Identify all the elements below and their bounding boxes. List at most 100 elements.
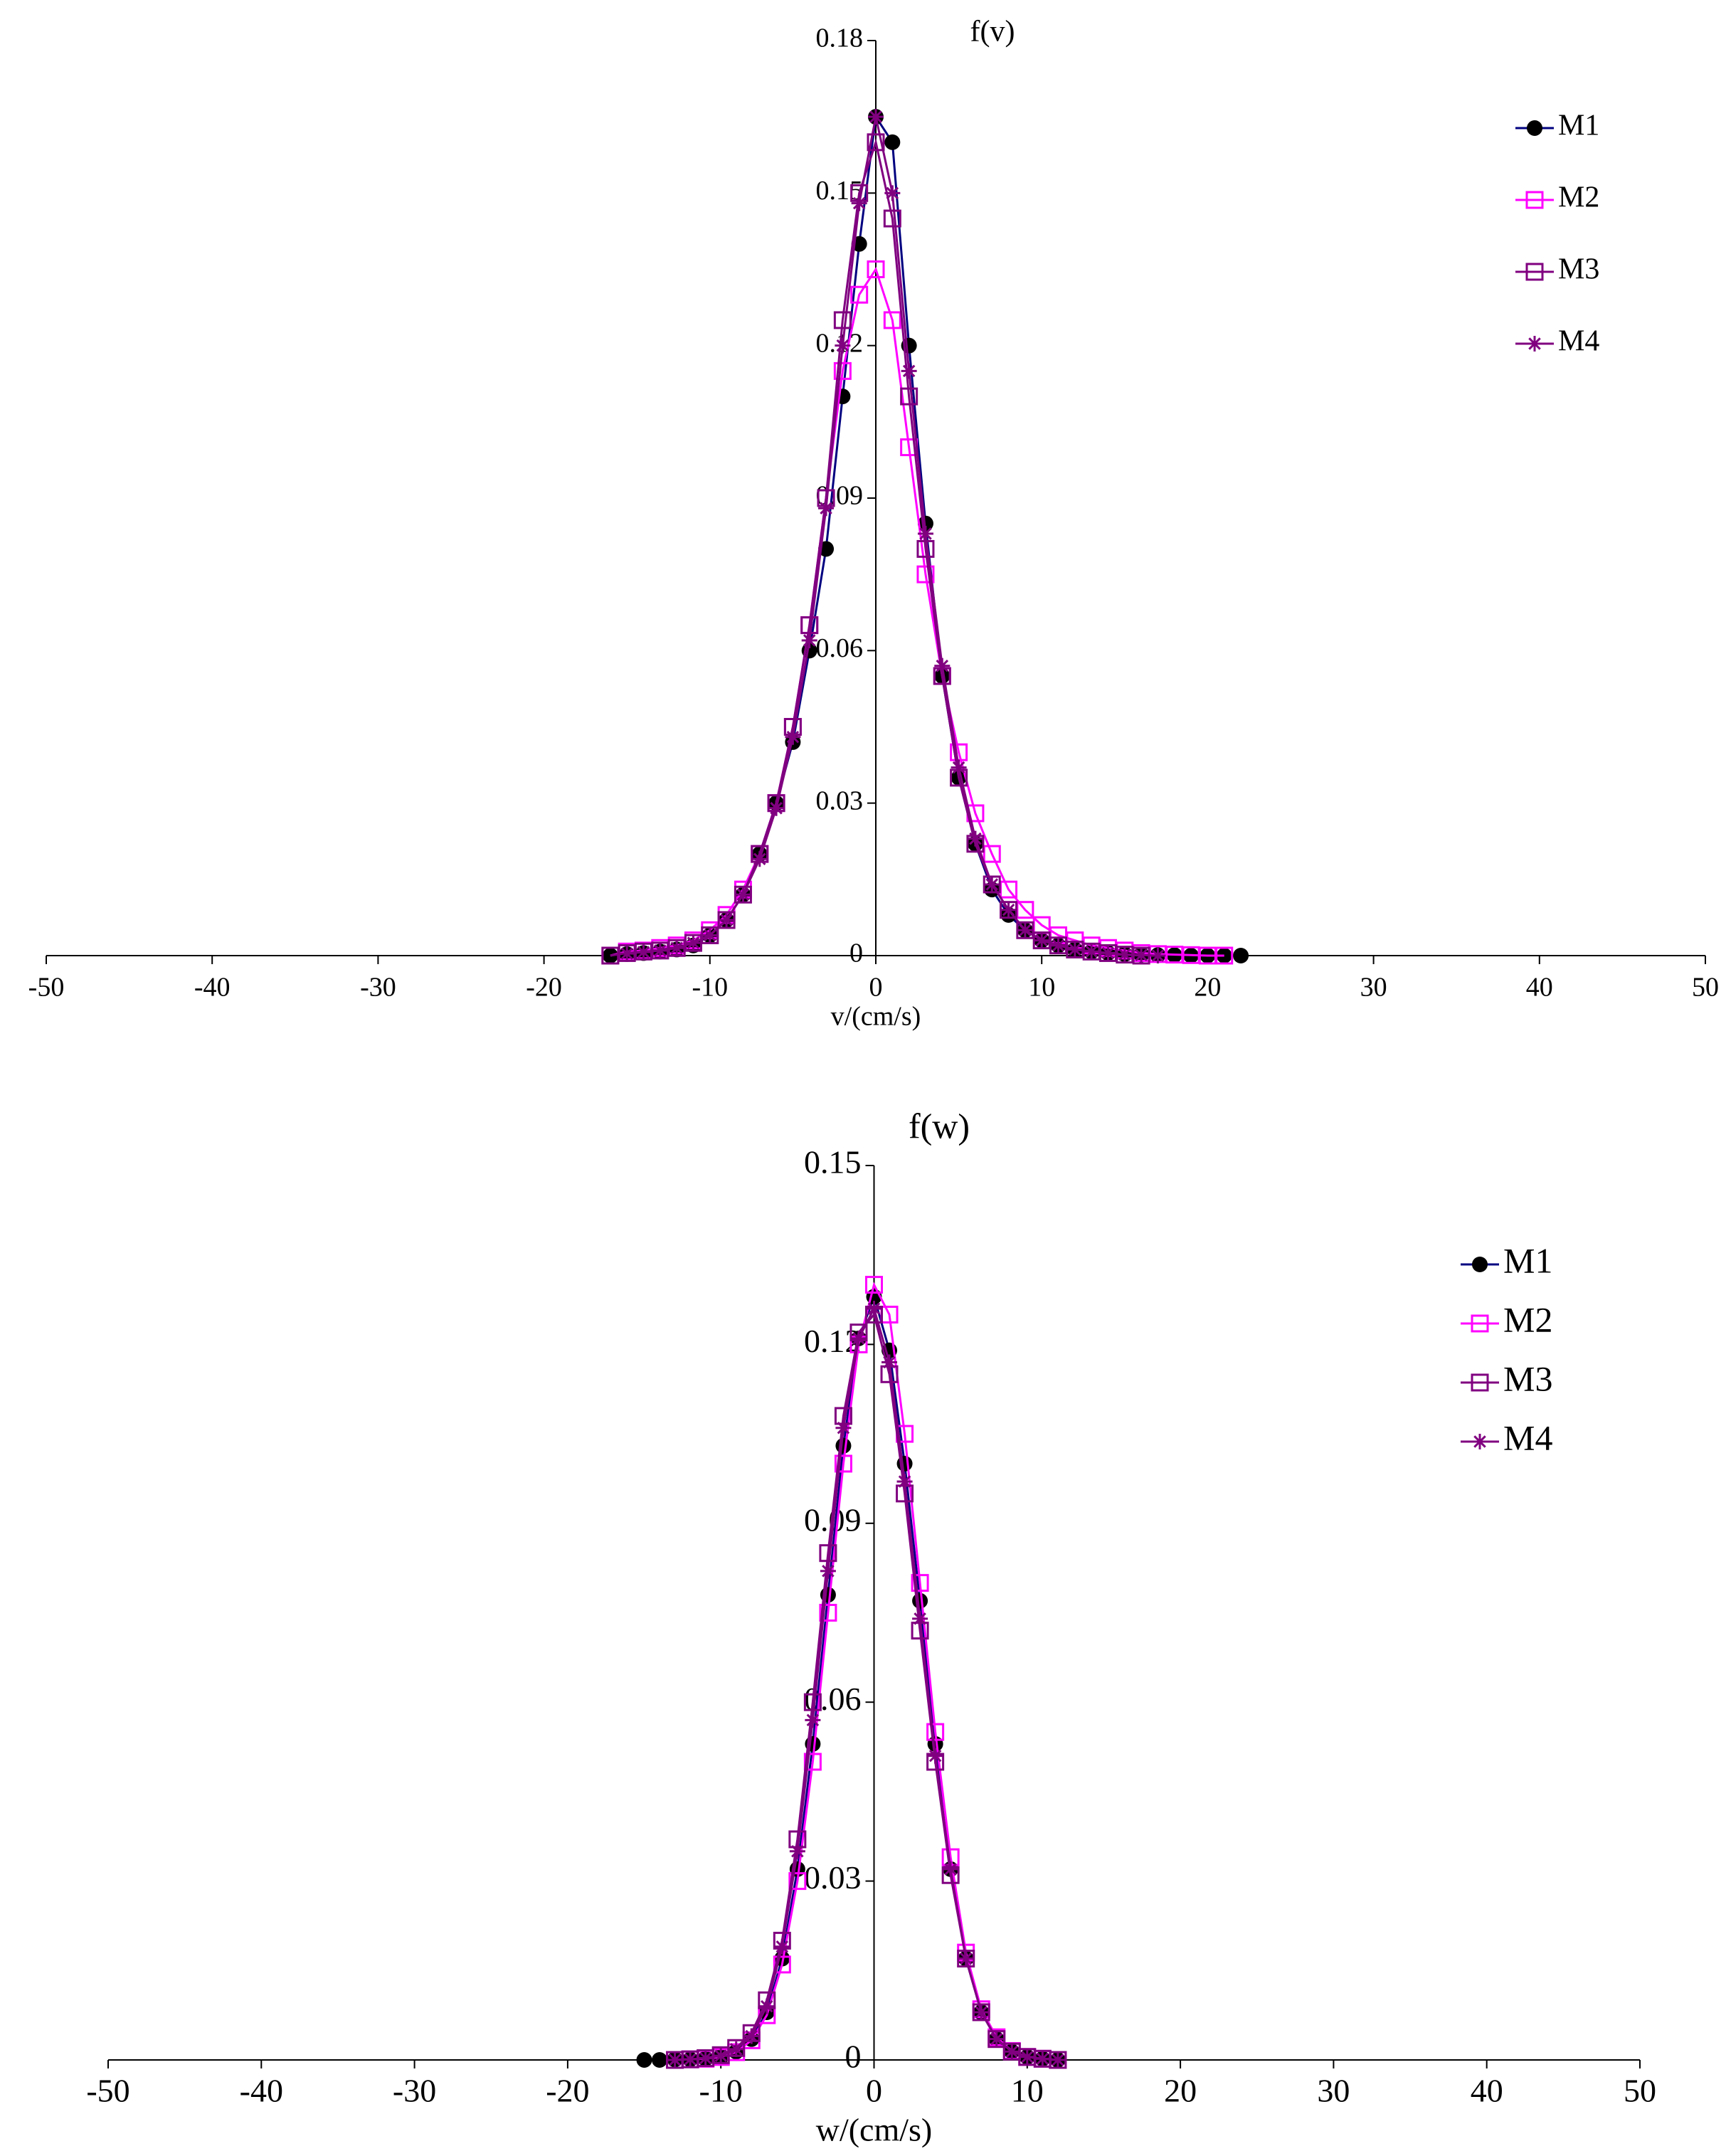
marker bbox=[1525, 191, 1544, 209]
series-line bbox=[610, 267, 1224, 957]
marker bbox=[867, 260, 885, 278]
marker bbox=[927, 1748, 943, 1764]
marker bbox=[866, 1301, 882, 1317]
marker bbox=[916, 565, 935, 583]
marker bbox=[818, 500, 835, 517]
marker bbox=[758, 1998, 775, 2014]
marker bbox=[820, 1563, 836, 1579]
y-tick-label: 0.18 bbox=[816, 23, 864, 53]
legend-label: M4 bbox=[1558, 325, 1599, 358]
marker bbox=[951, 759, 967, 776]
y-tick-label: 0 bbox=[845, 2039, 862, 2075]
marker bbox=[1019, 2049, 1035, 2065]
marker bbox=[803, 1753, 822, 1771]
x-tick-label: 50 bbox=[1624, 2073, 1656, 2109]
marker bbox=[850, 285, 869, 304]
marker bbox=[1471, 1314, 1489, 1333]
marker bbox=[1049, 2052, 1066, 2068]
marker bbox=[867, 133, 885, 152]
x-tick-label: 40 bbox=[1526, 973, 1553, 1003]
marker bbox=[652, 2052, 668, 2068]
legend-label: M1 bbox=[1503, 1240, 1552, 1280]
marker bbox=[819, 1544, 837, 1563]
marker bbox=[967, 830, 983, 847]
legend-label: M1 bbox=[1558, 110, 1599, 142]
marker bbox=[1133, 947, 1150, 963]
x-tick-label: -40 bbox=[194, 973, 231, 1003]
marker bbox=[833, 311, 852, 329]
marker bbox=[900, 387, 918, 406]
marker bbox=[635, 944, 652, 960]
y-tick-label: 0 bbox=[849, 939, 863, 968]
x-tick-label: -40 bbox=[240, 2073, 283, 2109]
x-tick-label: -20 bbox=[526, 973, 562, 1003]
marker bbox=[788, 1872, 807, 1891]
y-tick-label: 0.03 bbox=[804, 1859, 862, 1896]
marker bbox=[774, 1938, 790, 1955]
marker bbox=[1150, 948, 1166, 963]
marker bbox=[1116, 946, 1133, 963]
marker bbox=[901, 363, 917, 379]
marker bbox=[735, 887, 751, 903]
x-tick-label: 50 bbox=[1692, 973, 1719, 1003]
marker bbox=[917, 526, 933, 542]
marker bbox=[1084, 944, 1100, 960]
x-tick-label: 10 bbox=[1011, 2073, 1044, 2109]
marker bbox=[1066, 941, 1083, 958]
marker bbox=[958, 1950, 974, 1967]
marker bbox=[701, 927, 718, 944]
marker bbox=[1034, 2051, 1051, 2067]
marker bbox=[652, 942, 668, 958]
y-axis-label: f(v) bbox=[970, 16, 1015, 48]
x-tick-label: -10 bbox=[699, 2073, 743, 2109]
marker bbox=[1525, 263, 1544, 281]
y-axis-label: f(w) bbox=[909, 1106, 970, 1146]
marker bbox=[685, 935, 701, 951]
marker bbox=[934, 657, 951, 674]
legend-label: M3 bbox=[1558, 253, 1599, 286]
marker bbox=[834, 1454, 852, 1473]
x-tick-label: -50 bbox=[28, 973, 65, 1003]
marker bbox=[912, 1592, 928, 1609]
marker bbox=[943, 1861, 959, 1877]
marker bbox=[773, 1955, 791, 1974]
x-tick-label: 0 bbox=[866, 2073, 882, 2109]
x-tick-label: 20 bbox=[1194, 973, 1221, 1003]
marker bbox=[868, 109, 884, 125]
x-axis-label: v/(cm/s) bbox=[831, 1002, 921, 1032]
legend-label: M2 bbox=[1558, 181, 1599, 214]
marker bbox=[881, 1354, 898, 1370]
marker bbox=[728, 2041, 744, 2057]
marker bbox=[883, 209, 901, 228]
marker bbox=[636, 2052, 652, 2068]
x-tick-label: -30 bbox=[360, 973, 396, 1003]
x-axis-label: w/(cm/s) bbox=[816, 2112, 933, 2148]
marker bbox=[713, 2048, 729, 2064]
marker bbox=[1527, 336, 1542, 352]
marker bbox=[973, 2004, 990, 2020]
marker bbox=[911, 1574, 929, 1592]
x-tick-label: 40 bbox=[1471, 2073, 1503, 2109]
marker bbox=[835, 1420, 852, 1436]
x-tick-label: -50 bbox=[86, 2073, 129, 2109]
marker bbox=[743, 2028, 760, 2044]
marker bbox=[833, 361, 852, 380]
marker bbox=[669, 940, 685, 956]
series-line bbox=[674, 1306, 1058, 2061]
marker bbox=[865, 1276, 883, 1294]
marker bbox=[896, 1474, 913, 1490]
marker bbox=[619, 946, 635, 962]
marker bbox=[1471, 1373, 1489, 1392]
marker bbox=[1000, 902, 1017, 918]
y-tick-label: 0.15 bbox=[804, 1144, 862, 1180]
marker bbox=[883, 311, 901, 329]
marker bbox=[983, 845, 1001, 863]
series-line bbox=[674, 1282, 1058, 2061]
marker bbox=[835, 1437, 852, 1454]
marker bbox=[850, 1331, 867, 1347]
y-tick-label: 0.06 bbox=[816, 633, 864, 663]
marker bbox=[697, 2050, 714, 2066]
x-tick-label: 0 bbox=[869, 973, 883, 1003]
x-tick-label: 30 bbox=[1317, 2073, 1350, 2109]
